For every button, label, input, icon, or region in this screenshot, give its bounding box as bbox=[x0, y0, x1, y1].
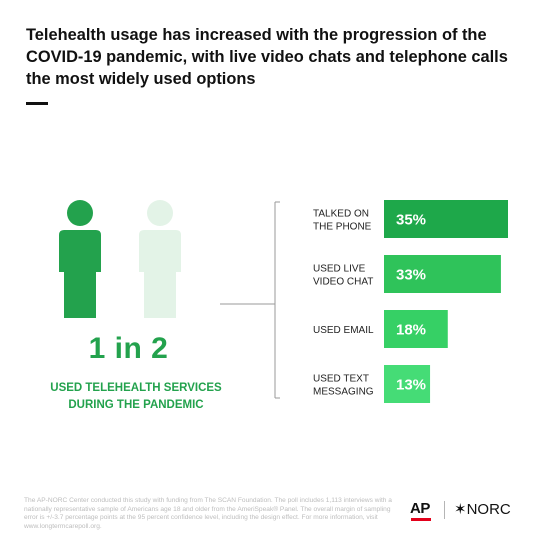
logo-divider bbox=[444, 501, 445, 519]
chart-title: Telehealth usage has increased with the … bbox=[26, 26, 508, 88]
stat-label-line2: DURING THE PANDEMIC bbox=[68, 399, 204, 411]
category-label-line: USED LIVE bbox=[313, 264, 366, 275]
category-label-line: THE PHONE bbox=[313, 222, 372, 233]
connector-bracket bbox=[220, 201, 280, 399]
bar-value-label: 18% bbox=[396, 322, 426, 339]
bar bbox=[384, 310, 448, 348]
bar-value-label: 13% bbox=[396, 377, 426, 394]
bar bbox=[384, 200, 508, 238]
bar-chart: 35% TALKED ON THE PHONE 33% USED LIVE VIDEO C… bbox=[313, 200, 508, 403]
category-label-line: TALKED ON bbox=[313, 209, 369, 220]
norc-logo: ✶NORC bbox=[454, 501, 511, 518]
ap-logo: AP bbox=[410, 500, 430, 517]
title-underline bbox=[26, 102, 48, 105]
footnote: The AP-NORC Center conducted this study … bbox=[24, 497, 392, 530]
category-label-line: VIDEO CHAT bbox=[313, 277, 373, 288]
stat-label: USED TELEHEALTH SERVICES DURING THE PAND… bbox=[36, 380, 236, 414]
bar bbox=[384, 255, 501, 293]
bar-value-label: 33% bbox=[396, 267, 426, 284]
person-highlight-icon bbox=[59, 200, 101, 318]
bar-value-label: 35% bbox=[396, 212, 426, 229]
people-icons bbox=[59, 200, 181, 318]
stat-label-line1: USED TELEHEALTH SERVICES bbox=[50, 382, 222, 394]
logos: AP ✶NORC bbox=[410, 498, 540, 522]
ap-logo-bar bbox=[411, 518, 431, 521]
category-label: USED TEXT MESSAGING bbox=[313, 374, 374, 398]
category-label: USED EMAIL bbox=[313, 325, 374, 336]
bar bbox=[384, 365, 431, 403]
person-faded-icon bbox=[139, 200, 181, 318]
category-label-line: USED TEXT bbox=[313, 374, 369, 385]
category-label-line: USED EMAIL bbox=[313, 325, 374, 336]
category-label: USED LIVE VIDEO CHAT bbox=[313, 264, 373, 288]
stat-ratio: 1 in 2 bbox=[88, 332, 169, 365]
category-label: TALKED ON THE PHONE bbox=[313, 209, 372, 233]
category-label-line: MESSAGING bbox=[313, 387, 374, 398]
